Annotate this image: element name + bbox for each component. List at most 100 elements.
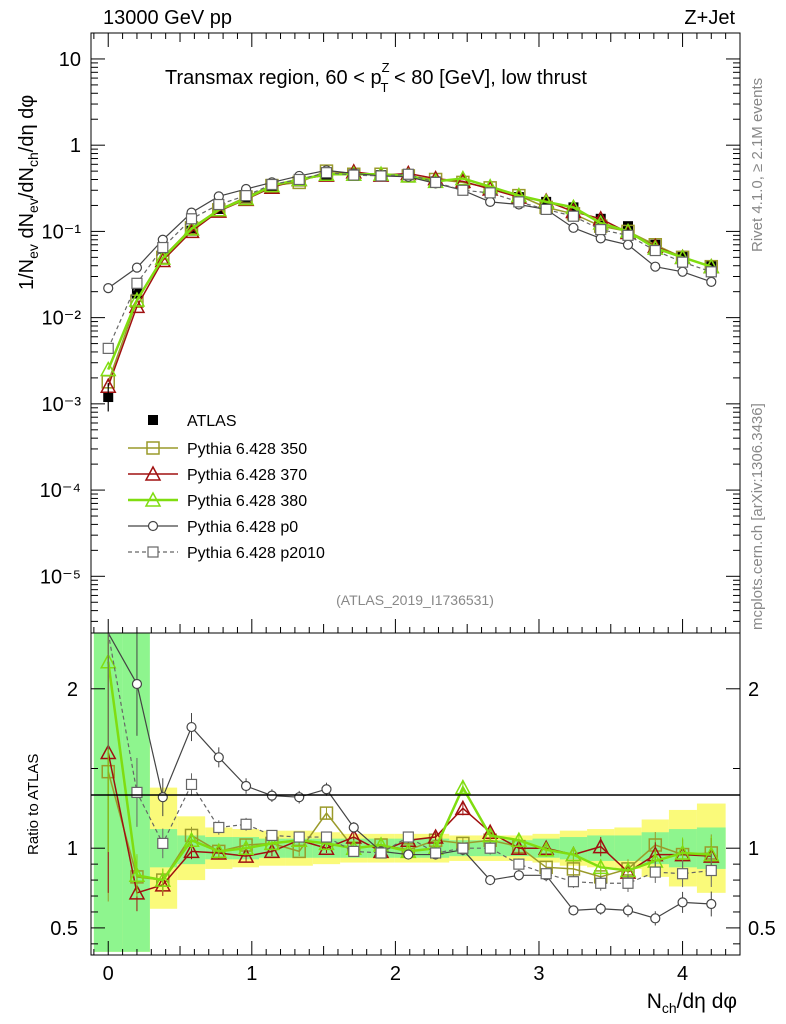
rivet-label: Rivet 4.1.0, ≥ 2.1M events xyxy=(749,78,766,252)
data-point-p0 xyxy=(650,261,661,272)
data-point-p2010 xyxy=(540,203,552,215)
ratio-point-p370 xyxy=(183,842,200,859)
y-tick-label: 10⁻² xyxy=(42,308,82,330)
ratio-point-p350 xyxy=(319,806,334,820)
legend-label-370: Pythia 6.428 370 xyxy=(187,467,307,484)
y-tick-label: 10⁻¹ xyxy=(42,221,82,243)
data-point-p2010 xyxy=(213,198,225,211)
ratio-tick-label-right: 2 xyxy=(748,679,759,701)
ratio-point-p2010 xyxy=(513,858,525,870)
ratio-panel-frame xyxy=(90,632,741,956)
x-tick-label: 1 xyxy=(246,963,257,985)
data-point-p2010 xyxy=(375,170,387,182)
ratio-point-p2010 xyxy=(185,778,198,791)
ratio-point-p380 xyxy=(454,779,472,795)
ratio-point-p0 xyxy=(513,870,524,881)
ratio-series-lines xyxy=(99,632,720,926)
ratio-point-p380 xyxy=(592,858,609,875)
ratio-point-p380 xyxy=(674,844,691,860)
ratio-point-p370 xyxy=(427,828,444,844)
title-superscript: Z xyxy=(382,60,390,75)
data-point-p2010 xyxy=(102,342,114,354)
mcplots-label: mcplots.cern.ch [arXiv:1306.3436] xyxy=(749,403,766,630)
ratio-point-p0 xyxy=(213,752,224,763)
ratio-tick-label-right: 0.5 xyxy=(748,918,776,940)
ratio-tick-label: 0.5 xyxy=(50,918,78,940)
ratio-point-p370 xyxy=(454,799,472,816)
data-point-p380 xyxy=(154,249,172,265)
analysis-tag: (ATLAS_2019_I1736531) xyxy=(336,592,494,608)
series-p370 xyxy=(99,163,720,394)
ratio-point-p350 xyxy=(566,862,581,876)
ratio-point-p2010 xyxy=(131,786,143,799)
header-process: Z+Jet xyxy=(684,7,735,29)
x-axis-label: Nch/dη dφ xyxy=(647,990,737,1016)
band-green-bin xyxy=(614,835,642,861)
ratio-point-p2010 xyxy=(595,877,607,889)
ratio-axis-label: Ratio to ATLAS xyxy=(25,754,42,855)
ratio-point-p2010 xyxy=(705,864,717,877)
data-point-p2010 xyxy=(567,210,580,222)
data-point-p2010 xyxy=(185,213,198,225)
data-point-p2010 xyxy=(676,256,689,268)
data-point-p2010 xyxy=(649,244,661,257)
ratio-point-p0 xyxy=(706,898,717,910)
ratio-point-p2010 xyxy=(484,842,496,854)
ratio-point-p2010 xyxy=(320,831,333,843)
title-part-1: Transmax region, 60 < p xyxy=(165,67,382,89)
ratio-uncertainty-bands xyxy=(93,633,726,952)
data-point-p2010 xyxy=(513,196,525,208)
ratio-point-p370 xyxy=(345,828,363,844)
series-atlas xyxy=(103,169,717,403)
ratio-point-p370 xyxy=(510,839,528,855)
data-point-p2010 xyxy=(622,229,634,241)
legend-label-atlas: ATLAS xyxy=(187,413,237,430)
legend-marker-370 xyxy=(144,465,162,481)
data-point-p2010 xyxy=(430,176,442,189)
ratio-point-p2010 xyxy=(266,829,278,842)
data-point-p0 xyxy=(677,266,688,277)
ratio-point-p370 xyxy=(592,838,609,854)
ratio-point-p0 xyxy=(321,784,332,795)
ratio-point-p0 xyxy=(403,849,414,860)
ratio-point-p0 xyxy=(348,822,359,833)
header-energy: 13000 GeV pp xyxy=(103,7,232,29)
ratio-point-p380 xyxy=(537,841,555,857)
ratio-point-p0 xyxy=(650,913,661,924)
ratio-point-p2010 xyxy=(213,821,225,834)
series-p350 xyxy=(101,164,719,389)
y-tick-label: 10⁻⁴ xyxy=(40,480,81,502)
legend-marker-atlas xyxy=(148,415,158,425)
title-subscript: T xyxy=(381,80,389,95)
ratio-point-p380 xyxy=(510,831,528,847)
ratio-tick-label: 2 xyxy=(67,679,78,701)
y-tick-label: 10⁻³ xyxy=(42,394,82,416)
data-point-p2010 xyxy=(705,266,717,278)
y-tick-label: 10 xyxy=(59,49,81,71)
data-point-atlas xyxy=(677,250,688,261)
ratio-point-p370 xyxy=(210,844,228,860)
ratio-point-p2010 xyxy=(430,847,442,859)
ratio-point-p0 xyxy=(186,721,197,733)
ratio-point-p2010 xyxy=(375,847,387,859)
legend-label-350: Pythia 6.428 350 xyxy=(187,441,307,458)
y-tick-label: 1 xyxy=(70,135,81,157)
y-axis-label: 1/Nev dNev/dNch/dη dφ xyxy=(16,95,41,290)
data-point-p380 xyxy=(99,360,117,377)
ratio-point-p370 xyxy=(318,839,335,855)
data-point-p2010 xyxy=(595,223,607,236)
ratio-point-p370 xyxy=(263,842,281,859)
data-point-p2010 xyxy=(320,167,333,179)
data-point-p0 xyxy=(103,283,114,294)
ratio-point-p380 xyxy=(183,831,200,847)
ratio-point-p2010 xyxy=(457,842,469,854)
ratio-point-p380 xyxy=(263,834,281,851)
data-point-p0 xyxy=(568,222,579,233)
legend-marker-350 xyxy=(146,441,160,455)
data-point-p0 xyxy=(706,276,717,287)
top-series-lines xyxy=(99,163,720,412)
ratio-point-p380 xyxy=(210,842,228,859)
ratio-tick-label: 1 xyxy=(67,838,78,860)
ratio-point-p0 xyxy=(568,905,579,916)
